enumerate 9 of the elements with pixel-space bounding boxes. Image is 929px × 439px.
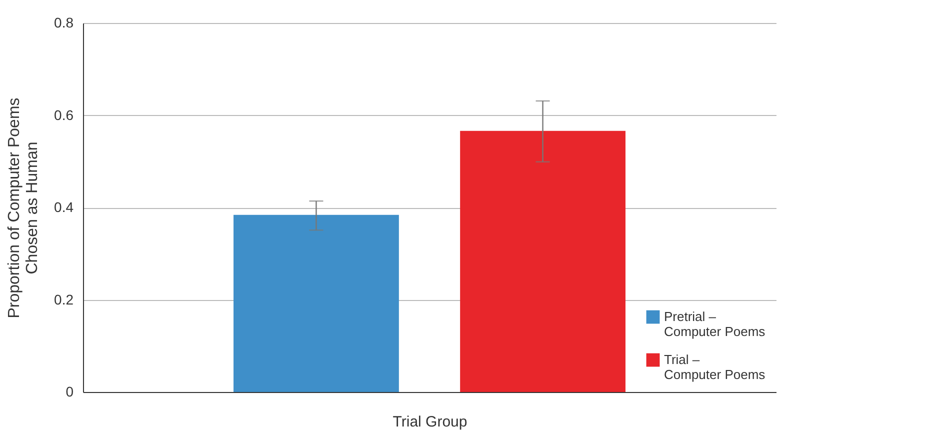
y-tick-label: 0.2	[54, 291, 74, 308]
y-tick-label: 0.6	[54, 106, 74, 123]
y-tick-label: 0	[66, 384, 74, 400]
y-axis-title: Proportion of Computer Poems Chosen as Human	[6, 98, 42, 318]
y-tick-label: 0.8	[54, 14, 74, 30]
y-tick-label: 0.4	[54, 199, 74, 215]
legend-label: Trial – Computer Poems	[664, 352, 766, 382]
legend-label: Pretrial – Computer Poems	[664, 309, 766, 339]
x-axis-title: Trial Group	[392, 414, 468, 430]
